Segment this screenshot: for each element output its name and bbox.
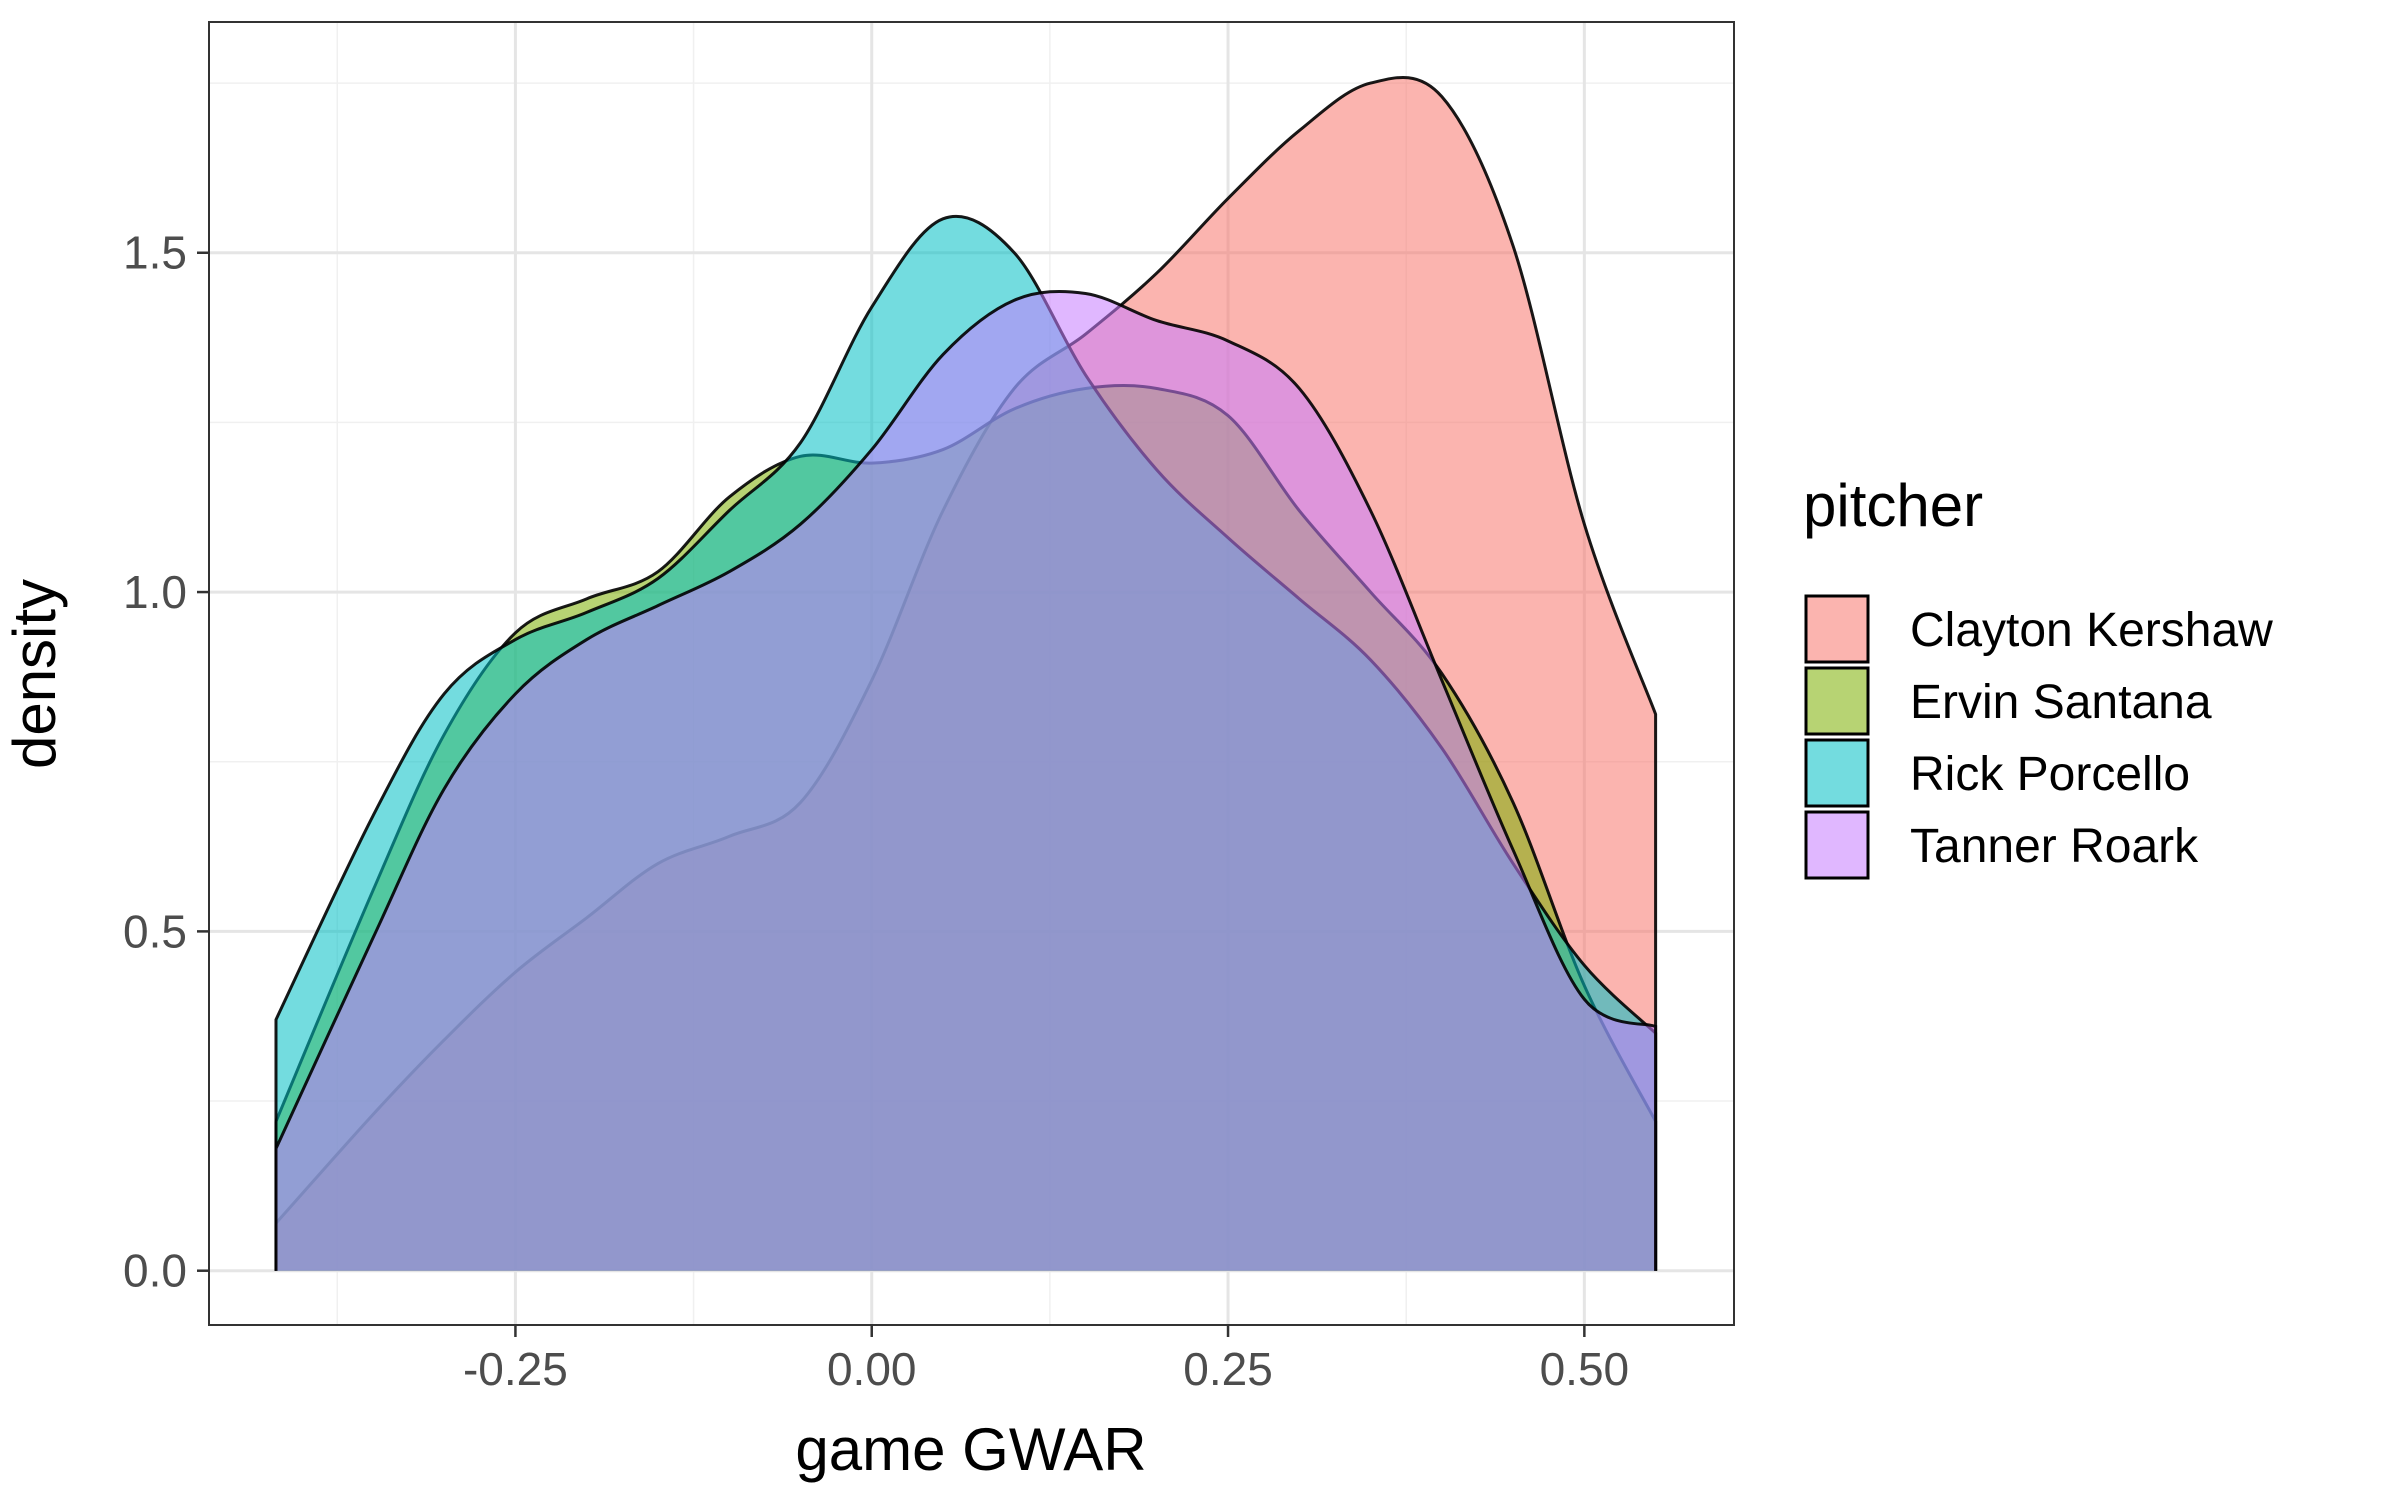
legend-label-tanner-roark: Tanner Roark [1910, 820, 2199, 873]
y-axis-title: density [1, 579, 68, 769]
legend-key-ervin-santana [1804, 666, 1870, 736]
y-tick-label: 0.0 [123, 1245, 187, 1297]
axes: -0.25 0.00 0.25 0.50 0.0 0.5 1.0 1.5 [123, 227, 1629, 1395]
density-series [274, 76, 1658, 1271]
density-area-tanner-roark [275, 291, 1656, 1271]
legend-label-clayton-kershaw: Clayton Kershaw [1910, 604, 2273, 657]
legend-label-ervin-santana: Ervin Santana [1910, 676, 2212, 729]
legend-title: pitcher [1803, 472, 1983, 539]
x-tick-label: 0.50 [1540, 1343, 1630, 1395]
x-tick-label: 0.25 [1183, 1343, 1273, 1395]
legend-key-tanner-roark [1804, 810, 1870, 880]
y-tick-label: 0.5 [123, 905, 187, 957]
legend-key-rick-porcello [1804, 738, 1870, 808]
x-tick-label: 0.00 [827, 1343, 917, 1395]
legend: pitcher Clayton Kershaw Ervin Santana Rick… [1803, 472, 2273, 880]
y-tick-label: 1.5 [123, 227, 187, 279]
x-axis-title: game GWAR [795, 1416, 1146, 1483]
density-line-tanner-roark [274, 289, 1658, 1271]
x-tick-label: -0.25 [463, 1343, 568, 1395]
legend-label-rick-porcello: Rick Porcello [1910, 748, 2190, 801]
y-tick-label: 1.0 [123, 566, 187, 618]
plot-border [208, 21, 1735, 1326]
legend-key-clayton-kershaw [1804, 594, 1870, 664]
